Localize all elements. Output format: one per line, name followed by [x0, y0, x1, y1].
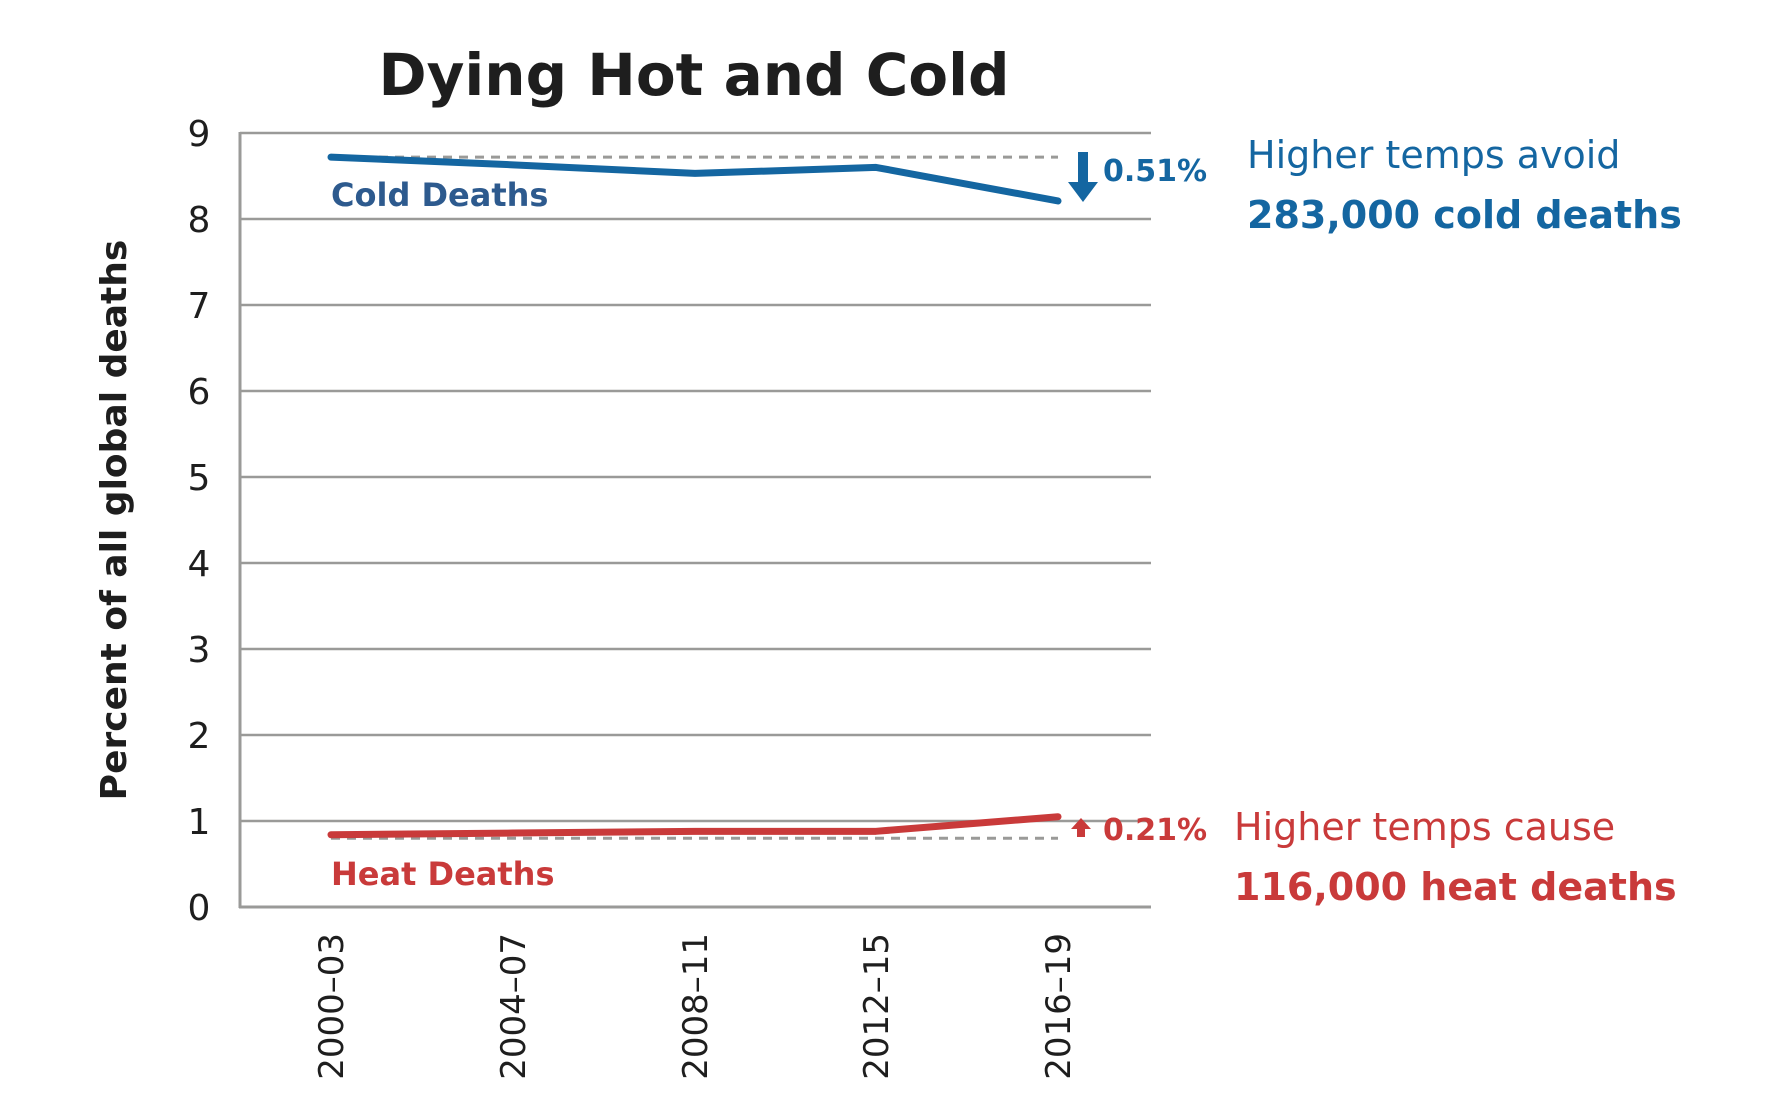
cold-annotation-line1: Higher temps avoid	[1247, 133, 1620, 177]
heat-annotation-line2: 116,000 heat deaths	[1234, 865, 1677, 909]
y-tick-label: 4	[188, 544, 211, 585]
cold-change-label: 0.51%	[1103, 154, 1207, 189]
heat-change-label: 0.21%	[1103, 813, 1207, 848]
x-tick-label: 2004–07	[494, 933, 534, 1080]
y-tick-label: 6	[188, 372, 211, 413]
x-tick-labels: 2000–03 2004–07 2008–11 2012–15 2016–19	[312, 933, 1079, 1080]
cold-deaths-label: Cold Deaths	[331, 176, 548, 214]
y-tick-label: 5	[188, 458, 211, 499]
x-tick-label: 2012–15	[857, 933, 897, 1080]
y-tick-label: 8	[188, 200, 211, 241]
y-tick-label: 3	[188, 630, 211, 671]
cold-annotation-line2: 283,000 cold deaths	[1247, 193, 1682, 237]
heat-deaths-label: Heat Deaths	[331, 855, 555, 893]
series-layer	[327, 153, 1062, 840]
heat-annotation-line1: Higher temps cause	[1234, 805, 1615, 849]
y-tick-label: 0	[188, 888, 211, 929]
y-tick-label: 1	[188, 802, 211, 843]
up-arrow-icon	[1071, 818, 1091, 837]
y-axis-label: Percent of all global deaths	[94, 240, 135, 801]
x-tick-label: 2000–03	[312, 933, 352, 1080]
y-tick-label: 9	[188, 114, 211, 155]
y-tick-label: 7	[188, 286, 211, 327]
gridlines	[240, 131, 1151, 823]
down-arrow-icon	[1068, 152, 1098, 202]
chart-title: Dying Hot and Cold	[378, 41, 1009, 109]
y-tick-label: 2	[188, 716, 211, 757]
y-tick-labels: 0 1 2 3 4 5 6 7 8 9	[188, 114, 211, 929]
heat-deaths-line	[327, 813, 1062, 839]
x-tick-label: 2008–11	[676, 933, 716, 1080]
x-tick-label: 2016–19	[1039, 933, 1079, 1080]
